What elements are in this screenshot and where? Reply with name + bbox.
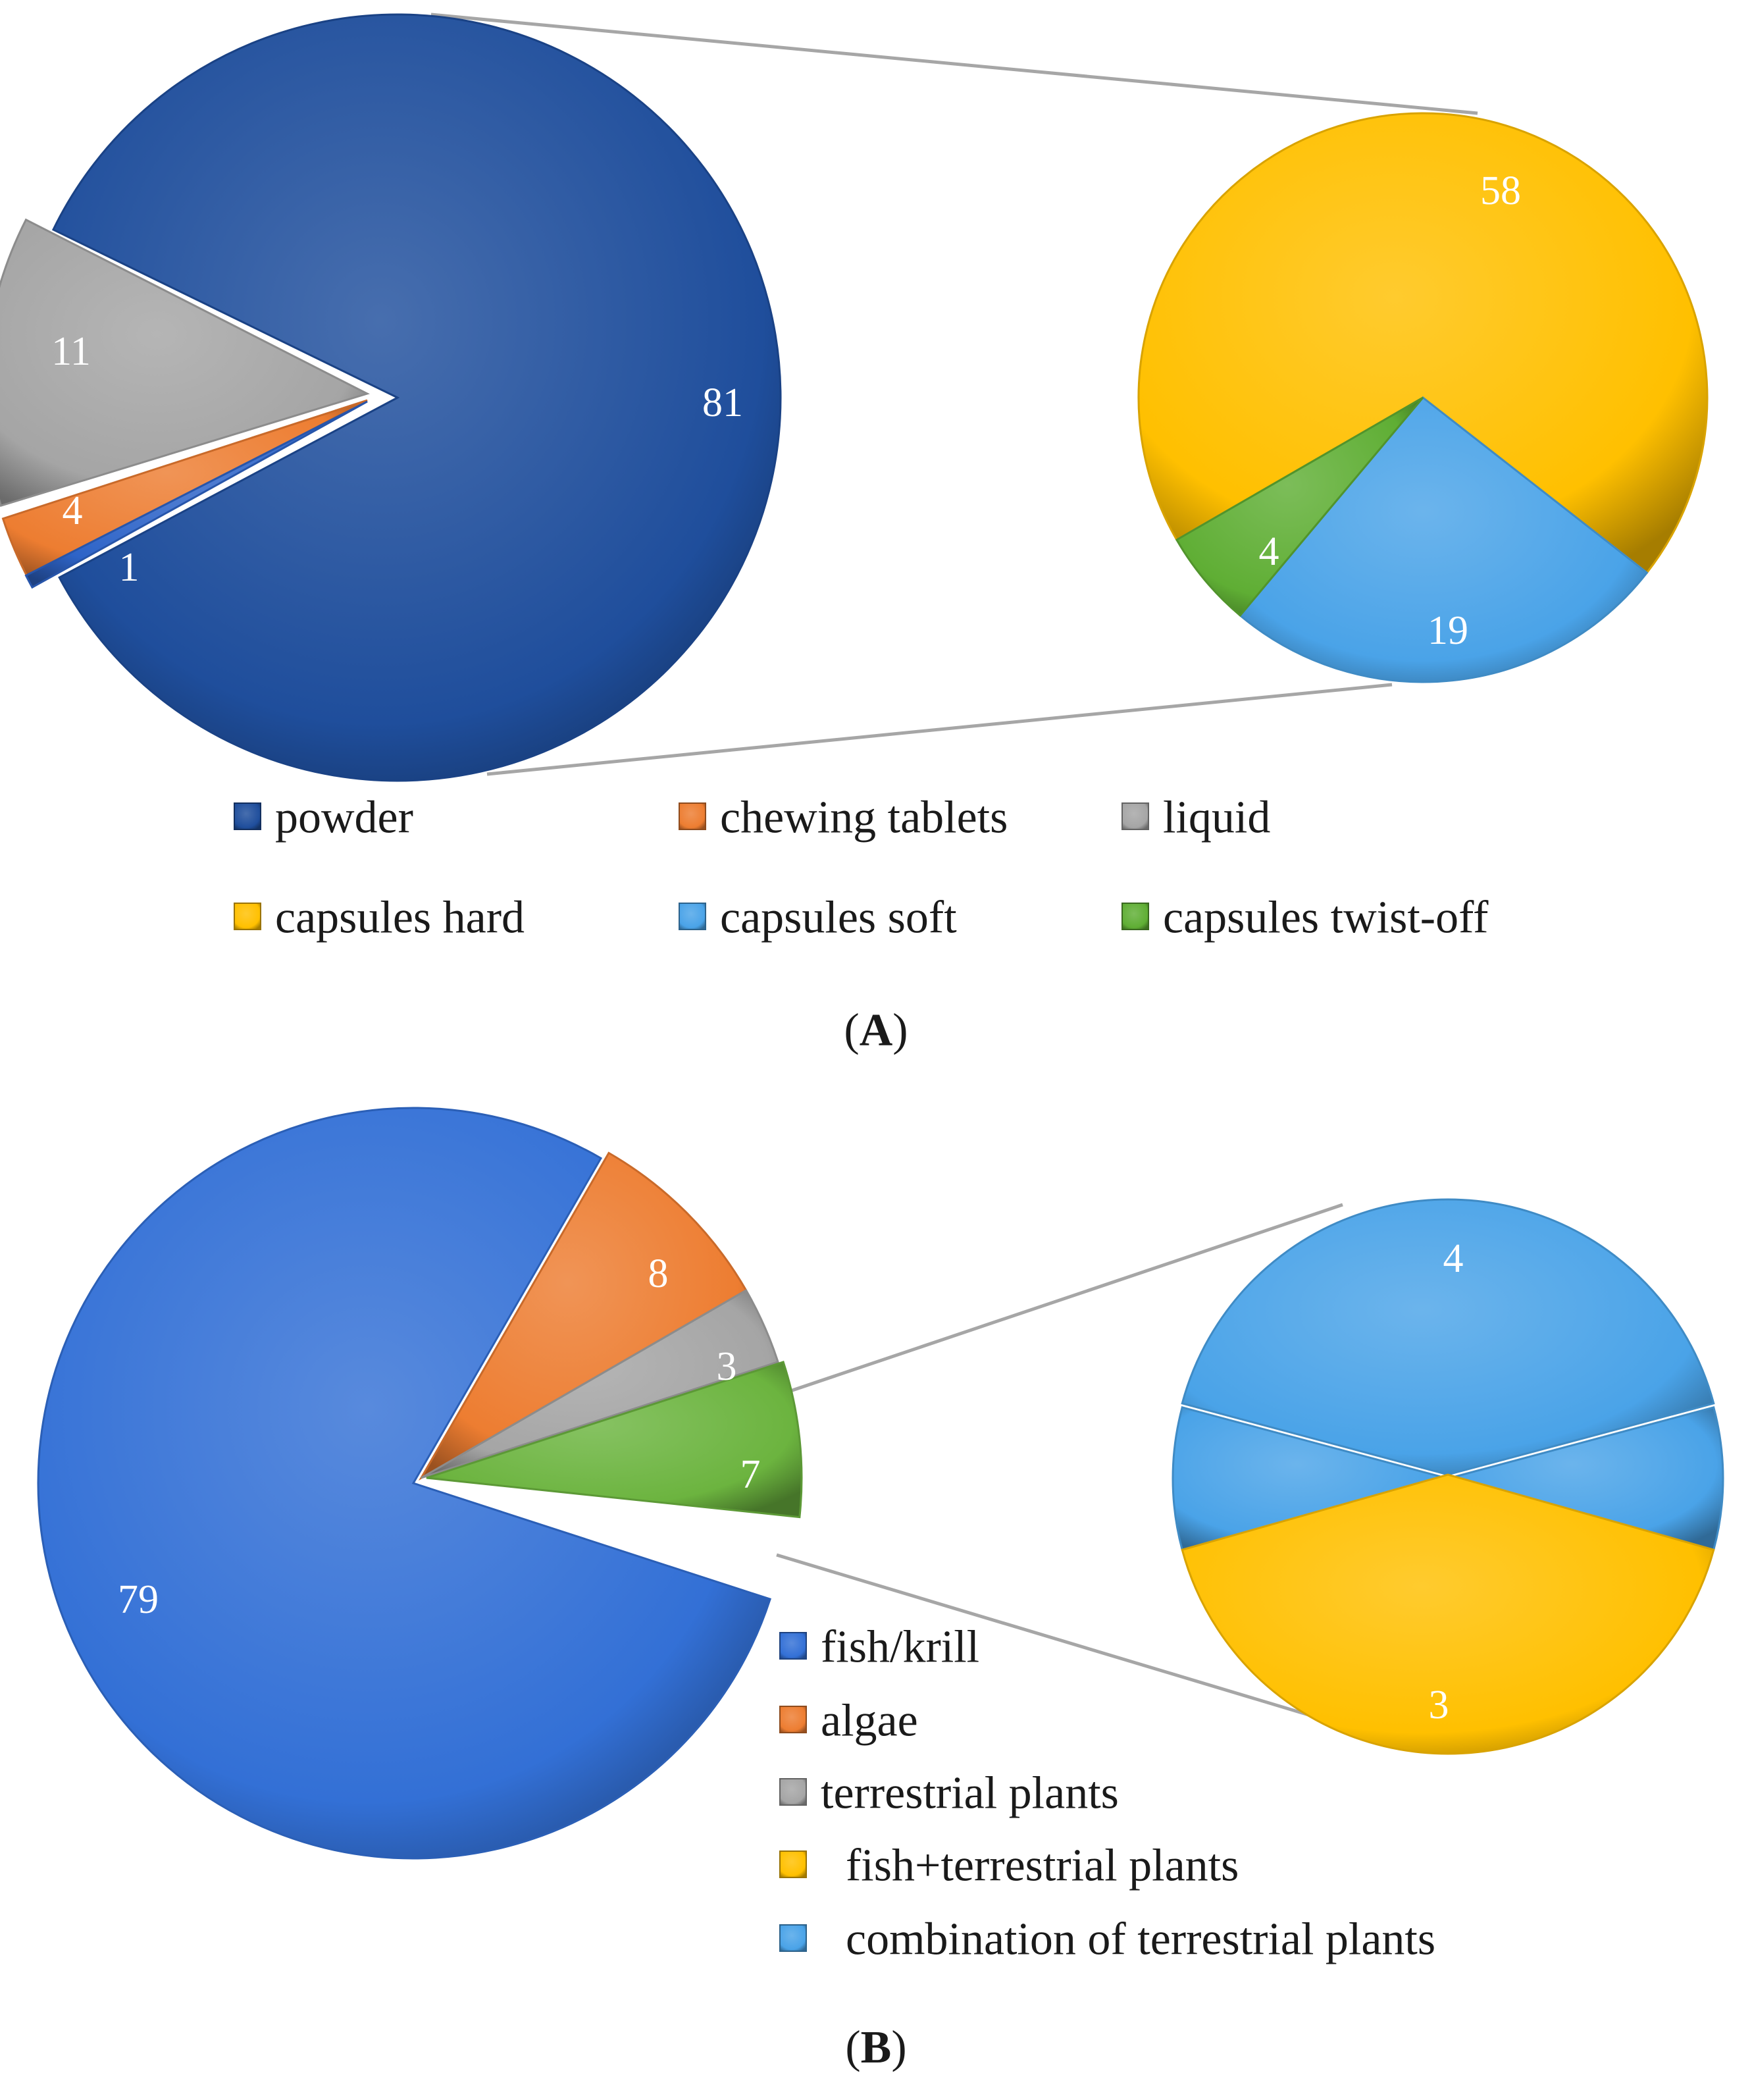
pie-slice-terrestrial-plants bbox=[421, 1288, 779, 1479]
panel-b-main-pie bbox=[37, 1107, 803, 1860]
legend-item-fish-krill: fish/krill bbox=[779, 1622, 979, 1673]
legend-item-powder-swatch bbox=[234, 802, 261, 830]
legend-item-algae: algae bbox=[779, 1696, 918, 1746]
legend-item-capsules-soft: capsules soft bbox=[679, 893, 957, 943]
legend-indent-group: fish+terrestrial plants combination of te… bbox=[779, 1841, 1435, 1965]
connector-line-top bbox=[776, 1203, 1343, 1398]
data-label-capsules-soft: 19 bbox=[1428, 608, 1468, 653]
legend-item-fish-terrestrial-plants-label: fish+terrestrial plants bbox=[846, 1841, 1239, 1891]
legend-item-fish-terrestrial-plants: fish+terrestrial plants bbox=[779, 1841, 1239, 1891]
data-label-terrestrial-plants: 3 bbox=[717, 1344, 737, 1389]
data-label-algae: 8 bbox=[648, 1251, 669, 1296]
legend-item-algae-label: algae bbox=[821, 1696, 918, 1746]
legend-item-capsules-soft-swatch bbox=[679, 903, 706, 930]
detail-slice-fish-terrestrial-plants bbox=[1181, 1473, 1715, 1755]
legend-item-capsules-twist-off-swatch bbox=[1121, 903, 1149, 930]
legend-item-fish-krill-swatch bbox=[779, 1632, 807, 1660]
legend-item-liquid-label: liquid bbox=[1163, 793, 1270, 843]
panel-a-connector-lines bbox=[430, 13, 1478, 776]
legend-item-powder-label: powder bbox=[275, 793, 413, 843]
panel-a-main-pie bbox=[0, 13, 782, 782]
detail-slice-capsules-hard bbox=[1137, 112, 1709, 575]
panel-b-legend: fish/krill algae terrestrial plants fish+te… bbox=[779, 1622, 1435, 1965]
data-label-liquid: 11 bbox=[51, 329, 91, 374]
panel-a-legend: powder chewing tablets liquid capsules hard… bbox=[234, 793, 1489, 943]
connector-line-bottom bbox=[776, 1553, 1320, 1720]
pie-slice-fish-krill bbox=[37, 1107, 771, 1860]
data-label-combination-terrestrial-plants: 4 bbox=[1443, 1236, 1464, 1281]
detail-slice-combination-left bbox=[1172, 1405, 1452, 1552]
legend-item-terrestrial-plants-swatch bbox=[779, 1778, 807, 1806]
legend-item-fish-krill-label: fish/krill bbox=[821, 1622, 979, 1673]
connector-line-bottom bbox=[486, 683, 1393, 776]
data-label-fish-terrestrial-plants: 3 bbox=[1429, 1683, 1449, 1727]
pie-slice-other bbox=[426, 1360, 803, 1519]
detail-slice-capsules-soft bbox=[1239, 396, 1649, 683]
panel-a-detail-pie bbox=[1137, 112, 1709, 683]
panel-b-detail-pie bbox=[1172, 1198, 1724, 1755]
legend-item-combination-terrestrial-plants-swatch bbox=[779, 1924, 807, 1952]
panel-b: 79 8 3 7 4 3 fish/krill algae terrestrial plant… bbox=[37, 1107, 1724, 2073]
pie-slice-liquid bbox=[0, 218, 370, 508]
legend-item-combination-terrestrial-plants: combination of terrestrial plants bbox=[779, 1914, 1435, 1965]
legend-item-capsules-twist-off: capsules twist-off bbox=[1121, 893, 1489, 943]
legend-item-capsules-hard-label: capsules hard bbox=[275, 893, 525, 943]
legend-item-capsules-hard-swatch bbox=[234, 903, 261, 930]
panel-b-data-labels: 79 8 3 7 4 3 bbox=[118, 1236, 1464, 1727]
legend-item-powder: powder bbox=[234, 793, 413, 843]
data-label-chewing-tablets: 4 bbox=[63, 488, 83, 533]
pie-slice-powder bbox=[51, 13, 782, 782]
panel-b-letter: B bbox=[861, 2022, 892, 2073]
data-label-capsules-twist-off: 4 bbox=[1259, 529, 1279, 574]
data-label-capsules-hard: 58 bbox=[1480, 169, 1521, 213]
connector-line-top bbox=[430, 13, 1478, 115]
legend-item-capsules-twist-off-label: capsules twist-off bbox=[1163, 893, 1489, 943]
legend-item-chewing-tablets: chewing tablets bbox=[679, 793, 1008, 843]
data-label-other: 7 bbox=[740, 1452, 761, 1497]
legend-item-chewing-tablets-swatch bbox=[679, 802, 706, 830]
legend-item-chewing-tablets-label: chewing tablets bbox=[720, 793, 1008, 843]
panel-b-connector-lines bbox=[776, 1203, 1343, 1720]
data-label-powder: 81 bbox=[702, 381, 743, 425]
panel-a-caption: (A) bbox=[844, 1005, 908, 1056]
legend-item-combination-terrestrial-plants-label: combination of terrestrial plants bbox=[846, 1914, 1435, 1965]
legend-item-terrestrial-plants: terrestrial plants bbox=[779, 1768, 1119, 1819]
panel-b-caption: (B) bbox=[845, 2022, 906, 2073]
pie-slice-other bbox=[24, 400, 368, 589]
detail-slice-combination-right bbox=[1444, 1405, 1724, 1552]
legend-item-terrestrial-plants-label: terrestrial plants bbox=[821, 1768, 1119, 1819]
legend-item-fish-terrestrial-plants-swatch bbox=[779, 1851, 807, 1878]
panel-a-letter: A bbox=[860, 1005, 893, 1056]
legend-item-capsules-soft-label: capsules soft bbox=[720, 893, 957, 943]
detail-slice-capsules-twist-off bbox=[1175, 396, 1424, 617]
detail-slice-combination-terrestrial-plants bbox=[1181, 1198, 1715, 1476]
legend-item-liquid: liquid bbox=[1121, 793, 1270, 843]
legend-item-liquid-swatch bbox=[1121, 802, 1149, 830]
data-label-fish-krill: 79 bbox=[118, 1577, 159, 1622]
legend-item-algae-swatch bbox=[779, 1706, 807, 1733]
data-label-other: 1 bbox=[119, 545, 140, 590]
legend-item-capsules-hard: capsules hard bbox=[234, 893, 525, 943]
pie-slice-algae bbox=[418, 1151, 748, 1481]
